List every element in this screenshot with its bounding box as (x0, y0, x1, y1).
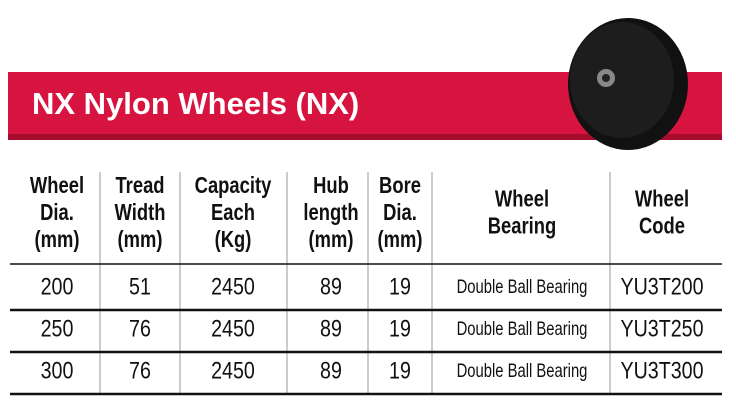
cell-text: 19 (389, 356, 411, 383)
cell: Capacity (195, 173, 272, 198)
cell: 51 (129, 272, 151, 299)
cell: Wheel (495, 187, 549, 212)
cell-text: 200 (41, 272, 74, 299)
cell: 89 (320, 314, 342, 341)
cell-text: 2450 (211, 356, 255, 383)
cell: 76 (129, 314, 151, 341)
cell: 2450 (211, 356, 255, 383)
cell: Double Ball Bearing (457, 276, 588, 297)
cell-text: Double Ball Bearing (457, 276, 588, 297)
cell-text: 19 (389, 314, 411, 341)
cell: 2450 (211, 272, 255, 299)
cell: 19 (389, 314, 411, 341)
cell: Bearing (488, 214, 556, 239)
cell-text: Double Ball Bearing (457, 360, 588, 381)
cell-text: YU3T200 (620, 272, 703, 299)
cell: (Kg) (215, 227, 252, 252)
cell: Bore (379, 173, 421, 198)
cell-text: length (303, 200, 358, 225)
cell-text: 89 (320, 314, 342, 341)
cell-text: (mm) (378, 227, 423, 252)
cell: Wheel (30, 173, 84, 198)
cell-text: 2450 (211, 272, 255, 299)
cell-text: YU3T300 (620, 356, 703, 383)
cell: Each (211, 200, 255, 225)
cell-text: 76 (129, 356, 151, 383)
cell-text: 89 (320, 272, 342, 299)
cell: 19 (389, 272, 411, 299)
cell: 89 (320, 356, 342, 383)
cell: 2450 (211, 314, 255, 341)
cell: Dia. (40, 200, 74, 225)
cell-text: (Kg) (215, 227, 252, 252)
cell-text: 2450 (211, 314, 255, 341)
cell: 19 (389, 356, 411, 383)
cell: Double Ball Bearing (457, 318, 588, 339)
spec-table: WheelDia.(mm)TreadWidth(mm)CapacityEach(… (10, 172, 722, 396)
title: NX Nylon Wheels (NX) (32, 86, 359, 121)
cell-text: 51 (129, 272, 151, 299)
cell-text: (mm) (309, 227, 354, 252)
wheel-image (568, 18, 688, 150)
cell: Dia. (383, 200, 417, 225)
cell-text: (mm) (35, 227, 80, 252)
cell: (mm) (118, 227, 163, 252)
cell: Hub (313, 173, 349, 198)
cell-text: Width (115, 200, 166, 225)
cell-text: 19 (389, 272, 411, 299)
cell-text: Wheel (30, 173, 84, 198)
cell-text: Capacity (195, 173, 272, 198)
cell: YU3T200 (620, 272, 703, 299)
cell-text: Tread (115, 173, 164, 198)
cell: Tread (115, 173, 164, 198)
cell: Wheel (635, 187, 689, 212)
cell: 250 (41, 314, 74, 341)
cell-text: Dia. (383, 200, 417, 225)
cell-text: 89 (320, 356, 342, 383)
cell: length (303, 200, 358, 225)
cell-text: Wheel (495, 187, 549, 212)
cell: Width (115, 200, 166, 225)
cell-text: 76 (129, 314, 151, 341)
cell-text: Each (211, 200, 255, 225)
cell: 300 (41, 356, 74, 383)
cell-text: Bearing (488, 214, 556, 239)
cell: 76 (129, 356, 151, 383)
cell-text: YU3T250 (620, 314, 703, 341)
cell: (mm) (35, 227, 80, 252)
cell: YU3T300 (620, 356, 703, 383)
cell: Double Ball Bearing (457, 360, 588, 381)
cell: (mm) (378, 227, 423, 252)
cell-text: Dia. (40, 200, 74, 225)
cell-text: Code (639, 214, 685, 239)
cell-text: 250 (41, 314, 74, 341)
cell: Code (639, 214, 685, 239)
cell: 200 (41, 272, 74, 299)
cell: 89 (320, 272, 342, 299)
cell-text: Wheel (635, 187, 689, 212)
cell-text: Hub (313, 173, 349, 198)
cell-text: (mm) (118, 227, 163, 252)
cell-text: Double Ball Bearing (457, 318, 588, 339)
cell-text: 300 (41, 356, 74, 383)
cell: (mm) (309, 227, 354, 252)
cell: YU3T250 (620, 314, 703, 341)
cell-text: Bore (379, 173, 421, 198)
